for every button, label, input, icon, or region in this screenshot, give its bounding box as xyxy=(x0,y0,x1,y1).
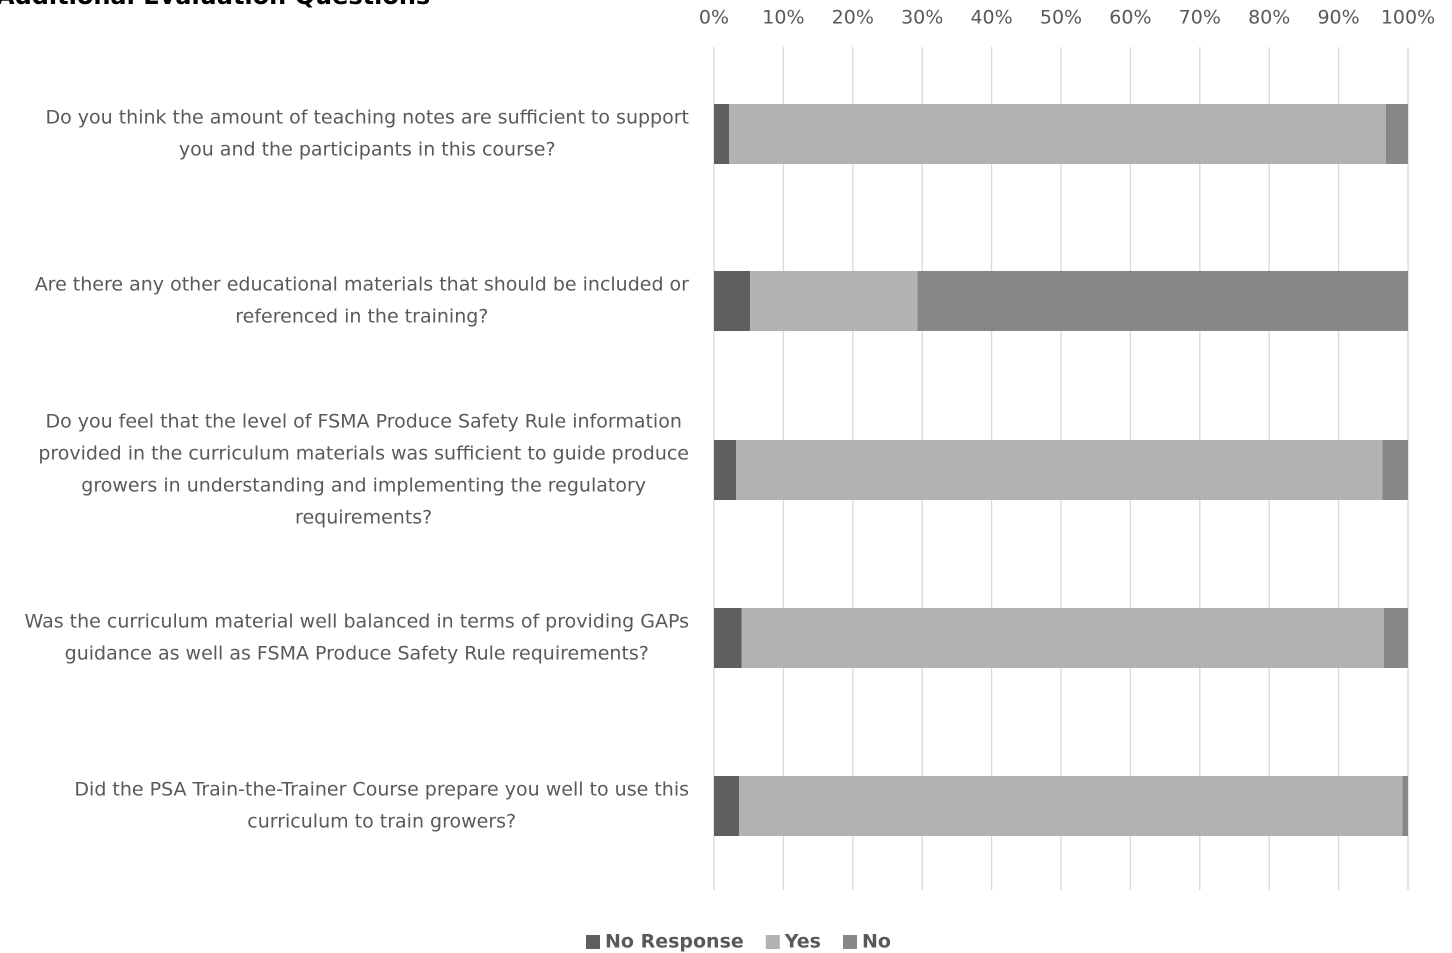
x-tick-label: 90% xyxy=(1317,7,1359,29)
bar-segment-yes xyxy=(729,104,1386,164)
bar-segment-yes xyxy=(741,608,1384,668)
bar-segment-no xyxy=(917,271,1408,331)
bar-segment-no-response xyxy=(714,608,742,668)
x-tick-label: 10% xyxy=(762,7,804,29)
bar-segment-no-response xyxy=(714,776,739,836)
category-label: requirements? xyxy=(295,507,432,529)
legend-swatch-yes xyxy=(765,935,780,949)
x-tick-label: 80% xyxy=(1248,7,1290,29)
bar-segment-yes xyxy=(738,776,1403,836)
category-label: Did the PSA Train-the-Trainer Course pre… xyxy=(74,779,689,801)
x-tick-label: 30% xyxy=(901,7,943,29)
legend-swatch-no xyxy=(843,935,857,949)
bar-segment-no-response xyxy=(714,440,737,500)
category-label: Do you feel that the level of FSMA Produ… xyxy=(45,411,681,433)
x-tick-label: 50% xyxy=(1040,7,1082,29)
category-label: growers in understanding and implementin… xyxy=(81,475,646,497)
category-label: Do you think the amount of teaching note… xyxy=(45,107,689,129)
bar-segment-no-response xyxy=(714,104,730,164)
category-labels: Do you think the amount of teaching note… xyxy=(25,107,690,833)
bar-segment-no xyxy=(1402,776,1408,836)
x-tick-label: 60% xyxy=(1109,7,1151,29)
legend-swatch-no-response xyxy=(586,935,600,949)
x-tick-label: 100% xyxy=(1381,7,1435,29)
x-tick-label: 0% xyxy=(699,7,729,29)
legend-label-no: No xyxy=(862,931,891,953)
bar-segment-no xyxy=(1385,104,1408,164)
category-label: guidance as well as FSMA Produce Safety … xyxy=(65,643,649,665)
legend-label-no-response: No Response xyxy=(605,931,744,953)
category-label: provided in the curriculum materials was… xyxy=(38,443,689,465)
category-label: referenced in the training? xyxy=(235,306,488,328)
category-label: Was the curriculum material well balance… xyxy=(25,611,689,633)
category-label: you and the participants in this course? xyxy=(179,139,556,161)
x-tick-label: 20% xyxy=(832,7,874,29)
chart-title: Additional Evaluation Questions xyxy=(0,0,430,10)
bar-segment-no xyxy=(1383,608,1408,668)
bar-segment-yes xyxy=(750,271,918,331)
bar-segment-no xyxy=(1382,440,1408,500)
category-label: curriculum to train growers? xyxy=(247,811,516,833)
x-axis-ticks: 0% 10% 20% 30% 40% 50% 60% 70% 80% 90% 100% xyxy=(699,7,1435,29)
category-label: Are there any other educational material… xyxy=(35,274,689,296)
x-tick-label: 40% xyxy=(970,7,1012,29)
bar-segment-yes xyxy=(736,440,1383,500)
bars xyxy=(714,104,1408,836)
legend-label-yes: Yes xyxy=(784,931,821,953)
x-tick-label: 70% xyxy=(1179,7,1221,29)
bar-segment-no-response xyxy=(714,271,751,331)
legend: No Response Yes No xyxy=(586,931,891,953)
